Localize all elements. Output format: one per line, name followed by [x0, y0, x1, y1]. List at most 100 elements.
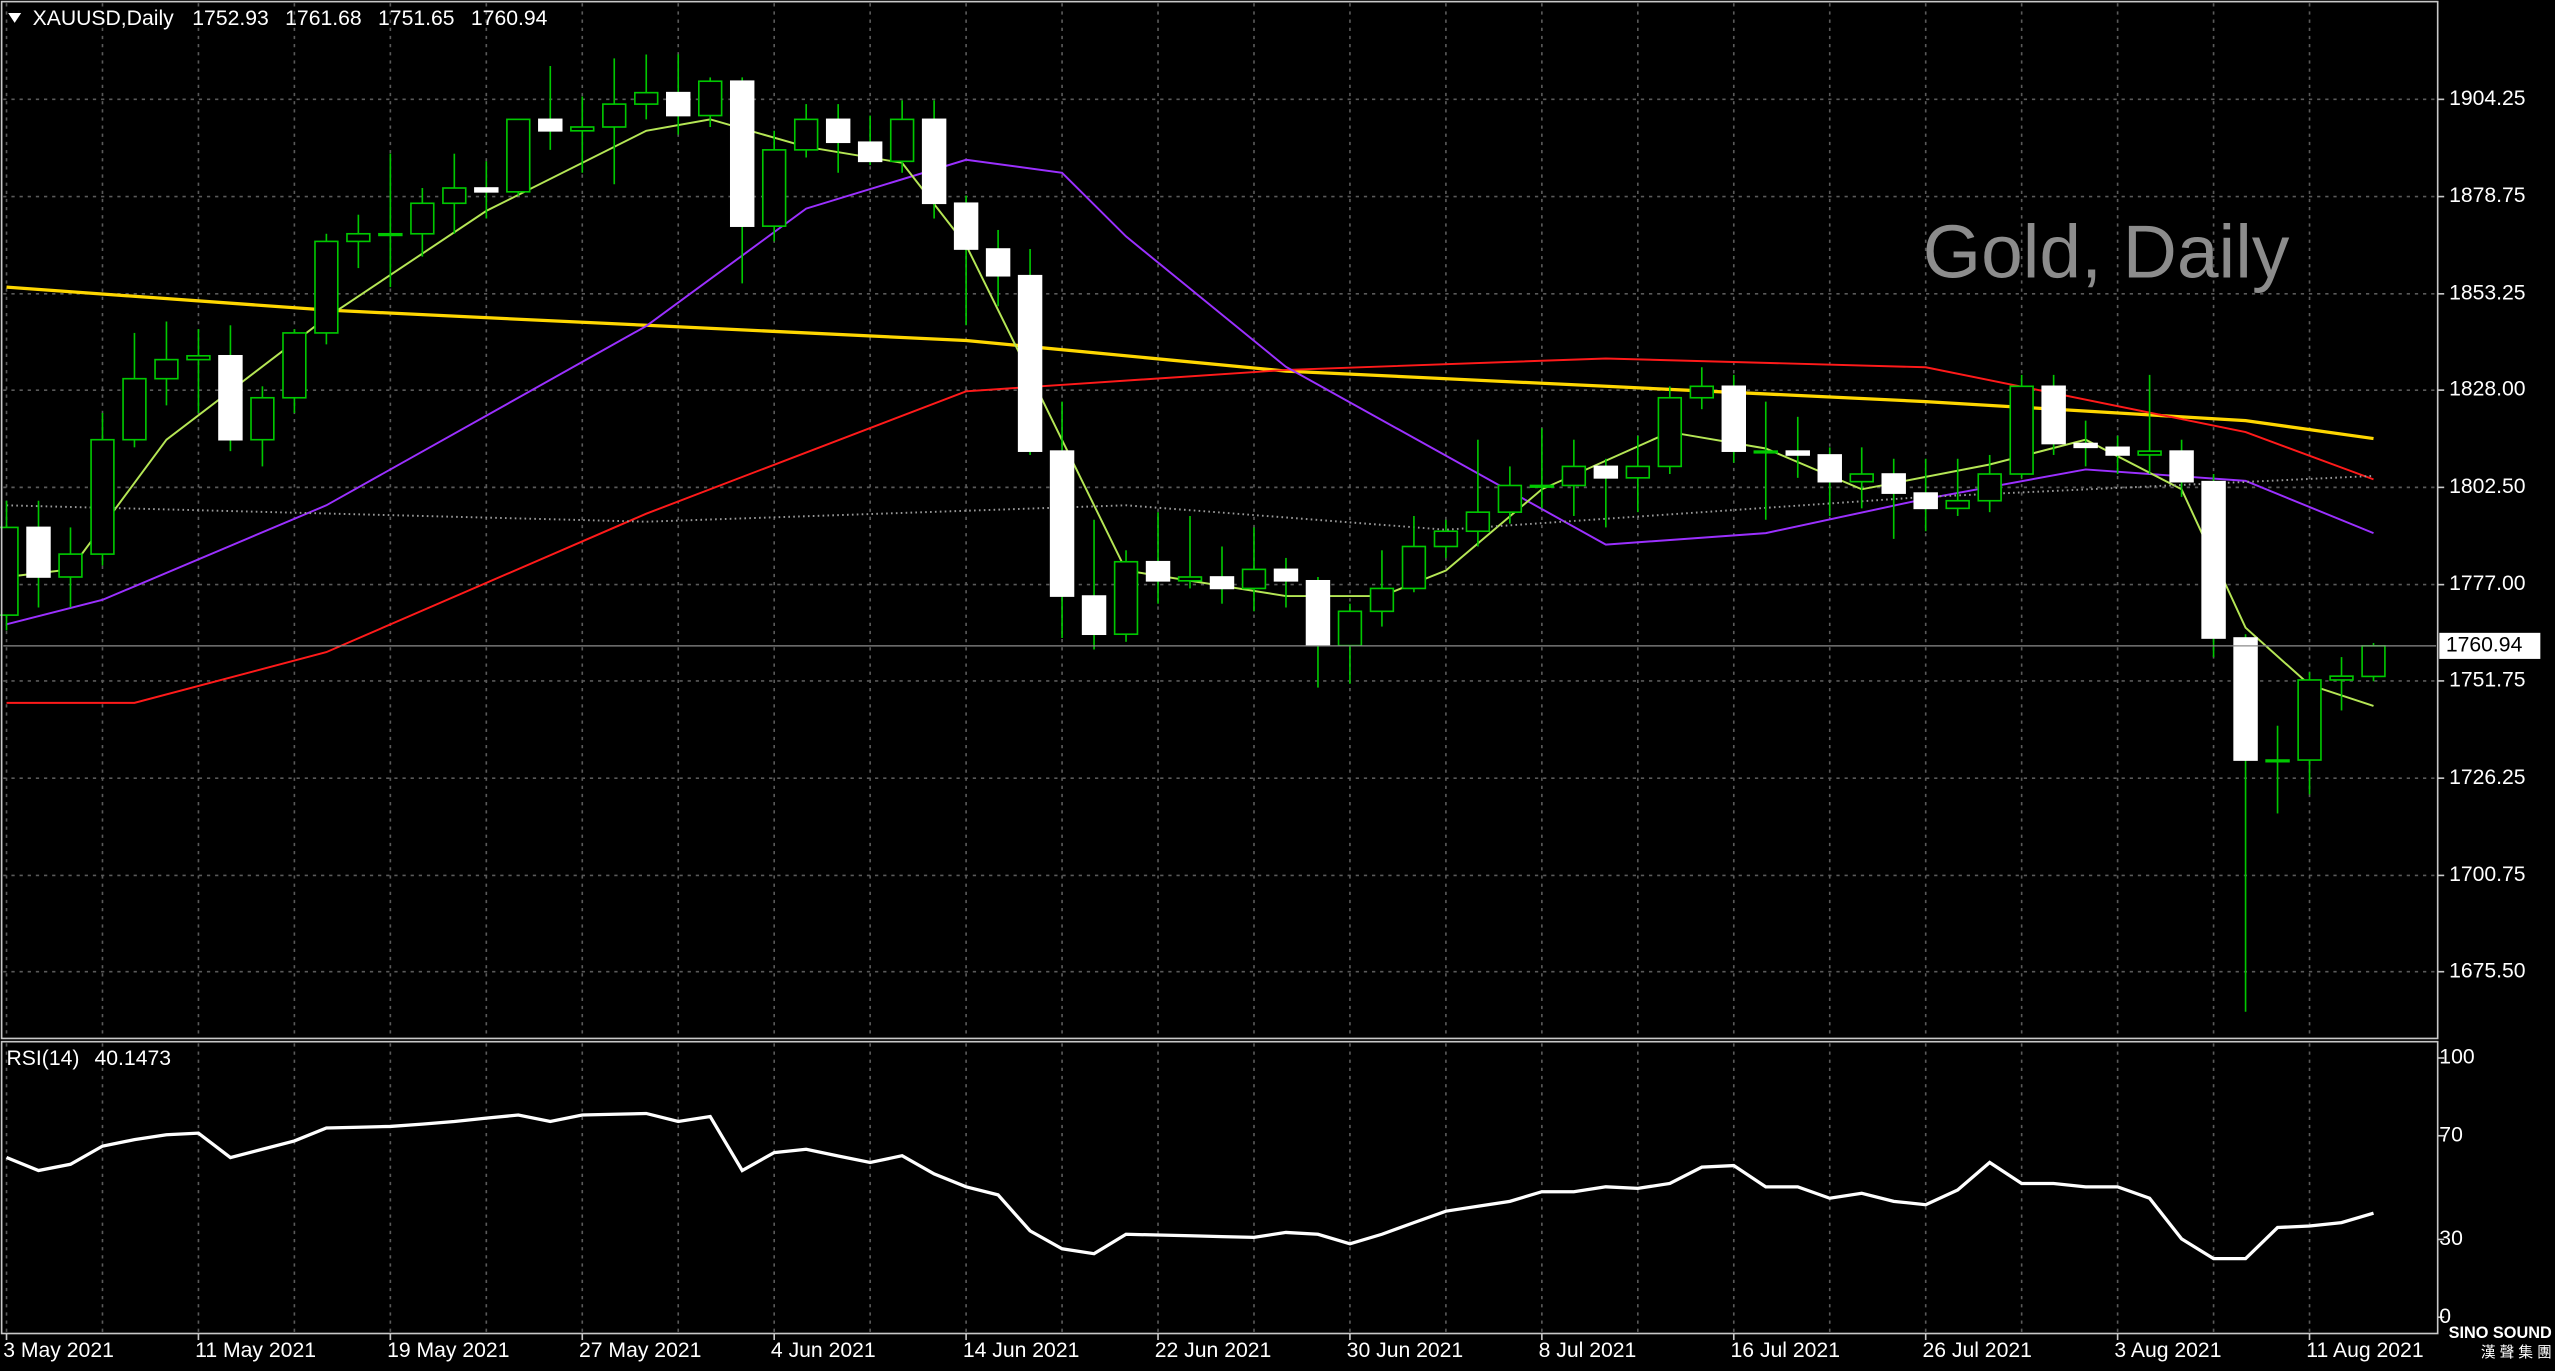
candle-body [1209, 576, 1235, 590]
y-tick-label: 1802.50 [2449, 475, 2526, 498]
candle-body [538, 118, 563, 132]
moving-average [6, 474, 2374, 531]
candle-body [1785, 450, 1810, 456]
menu-triangle[interactable] [8, 13, 22, 23]
candle-body [506, 118, 531, 193]
candle-body [1081, 595, 1107, 636]
candle-body [58, 553, 83, 578]
candle-body [2009, 385, 2034, 475]
candle-body [1849, 473, 1874, 483]
candle-body [1561, 465, 1587, 487]
candle-body [602, 103, 627, 128]
rsi-y-tick-label: 30 [2439, 1227, 2463, 1250]
last-price-label: 1760.94 [2446, 633, 2523, 656]
rsi-line [5, 1111, 2374, 1261]
x-tick-label: 27 May 2021 [579, 1339, 701, 1362]
rsi-y-tick-label: 100 [2439, 1046, 2474, 1069]
candle-body [154, 358, 179, 380]
candle-body [442, 187, 467, 205]
x-tick-label: 11 May 2021 [195, 1339, 316, 1362]
candle-body [2265, 759, 2290, 763]
candle-body [1689, 385, 1715, 399]
y-tick-label: 1751.75 [2449, 669, 2526, 692]
last-price-box [2439, 632, 2541, 659]
y-tick-label: 1828.00 [2449, 378, 2526, 401]
candle-body [26, 526, 51, 578]
candle-body [2233, 637, 2258, 761]
candle-body [314, 240, 339, 334]
candle-body [0, 526, 19, 616]
x-tick-label: 16 Jul 2021 [1731, 1339, 1840, 1362]
candle-body [1369, 587, 1395, 613]
candle-body [825, 118, 851, 144]
candle-body [1657, 396, 1683, 468]
candle-body [953, 202, 979, 250]
candle-body [1433, 530, 1459, 548]
candle-body [793, 118, 819, 151]
candle-body [1721, 385, 1747, 452]
candle-body [1465, 511, 1491, 533]
candle-body [1337, 610, 1363, 647]
candle-body [857, 141, 883, 163]
candle-body [1017, 274, 1043, 452]
x-tick-label: 3 May 2021 [3, 1339, 114, 1362]
header-open: 1752.93 [192, 7, 269, 30]
candle-body [1177, 576, 1203, 582]
candle-body [250, 396, 275, 441]
header-high: 1761.68 [285, 7, 362, 30]
candle-body [2329, 675, 2354, 681]
logo-subtitle: 漢 聲 集 團 [2481, 1344, 2552, 1361]
moving-average [6, 357, 2374, 704]
candle-body [2105, 446, 2130, 456]
y-tick-label: 1700.75 [2449, 863, 2526, 886]
candle-body [218, 354, 243, 441]
rsi-y-tick-label: 70 [2439, 1123, 2463, 1146]
candle-body [186, 354, 211, 361]
candle-body [1113, 560, 1139, 636]
candle-body [1913, 492, 1938, 510]
header-close: 1760.94 [471, 7, 548, 30]
candle-body [985, 248, 1011, 277]
candle-body [889, 118, 915, 163]
logo-name: SINO SOUND [2449, 1324, 2552, 1342]
x-tick-label: 3 Aug 2021 [2114, 1339, 2221, 1362]
candle-body [1753, 450, 1778, 454]
header-low: 1751.65 [378, 7, 455, 30]
moving-average [6, 285, 2374, 441]
candle-body [2169, 450, 2194, 483]
x-tick-label: 30 Jun 2021 [1347, 1339, 1464, 1362]
candle-body [761, 149, 787, 227]
x-tick-label: 26 Jul 2021 [1922, 1339, 2031, 1362]
candle-body [1049, 450, 1075, 597]
rsi-value: 40.1473 [95, 1047, 172, 1070]
x-tick-label: 8 Jul 2021 [1539, 1339, 1637, 1362]
candle-body [729, 80, 755, 227]
x-tick-label: 4 Jun 2021 [771, 1339, 876, 1362]
candle-body [1977, 473, 2002, 502]
candle-body [570, 126, 595, 132]
candle-body [1145, 560, 1171, 582]
x-tick-label: 11 Aug 2021 [2306, 1339, 2423, 1362]
rsi-label: RSI(14) [7, 1047, 80, 1070]
candle-body [2041, 385, 2066, 445]
candle-body [2297, 679, 2322, 761]
moving-average [6, 158, 2374, 626]
watermark: Gold, Daily [1923, 209, 2290, 293]
rsi-panel-frame [0, 1040, 2439, 1335]
candle-body [474, 187, 499, 193]
y-tick-label: 1853.25 [2449, 281, 2526, 304]
x-tick-label: 22 Jun 2021 [1155, 1339, 1272, 1362]
candle-body [1881, 473, 1906, 494]
candle-body [2137, 450, 2162, 456]
x-tick-label: 19 May 2021 [387, 1339, 509, 1362]
candle-body [1305, 579, 1331, 647]
candle-body [666, 91, 691, 117]
candle-body [1497, 484, 1523, 513]
plot [0, 54, 2437, 1261]
candle-body [2073, 442, 2098, 449]
symbol: XAUUSD,Daily [33, 7, 175, 30]
candle-body [1401, 545, 1427, 590]
candle-body [1593, 465, 1619, 479]
x-tick-label: 14 Jun 2021 [963, 1339, 1080, 1362]
